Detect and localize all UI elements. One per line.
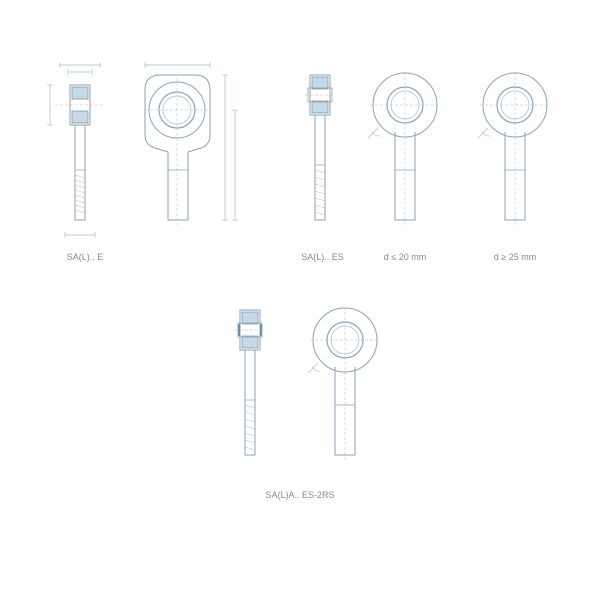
sa-es-label: SA(L).. ES bbox=[295, 252, 350, 262]
front-view-svg bbox=[130, 60, 245, 250]
front-angle-svg-2 bbox=[470, 70, 560, 250]
sa-e-front-diagram bbox=[130, 60, 245, 250]
side-bearing-2rs-svg bbox=[230, 305, 270, 485]
front-angle-2rs-svg bbox=[300, 305, 390, 485]
side-bearing-svg bbox=[300, 70, 340, 250]
sa-es-2rs-front-diagram bbox=[300, 305, 390, 485]
d20-label: d ≤ 20 mm bbox=[375, 252, 435, 262]
d25-label: d ≥ 25 mm bbox=[485, 252, 545, 262]
d20-front-diagram bbox=[360, 70, 450, 250]
d25-front-diagram bbox=[470, 70, 560, 250]
front-angle-svg bbox=[360, 70, 450, 250]
sa-e-side-diagram bbox=[40, 60, 120, 250]
sa-es-2rs-side-diagram bbox=[230, 305, 270, 485]
side-view-svg bbox=[40, 60, 120, 250]
sa-e-label: SA(L).. E bbox=[60, 252, 110, 262]
sa-es-side-diagram bbox=[300, 70, 340, 250]
sa-es-2rs-label: SA(L)A.. ES-2RS bbox=[255, 490, 345, 500]
